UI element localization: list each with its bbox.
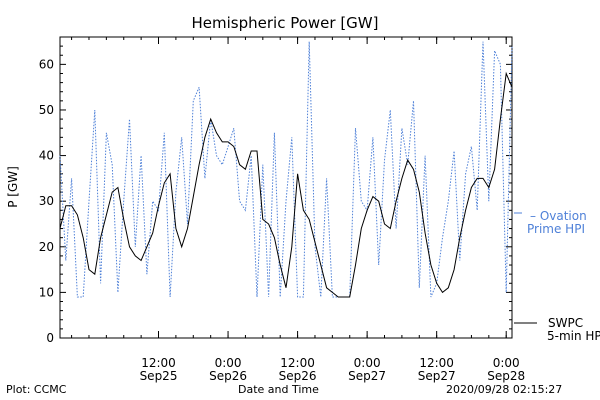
legend-ovation-label-2: Prime HPI <box>527 222 585 236</box>
legend-swpc-label-1: SWPC <box>548 316 583 330</box>
x-tick-label-time: 0:00 <box>215 356 242 370</box>
x-tick-label-date: Sep27 <box>418 369 456 383</box>
y-tick-label: 40 <box>39 149 54 163</box>
x-tick-label-date: Sep26 <box>209 369 247 383</box>
swpc-series-line <box>59 71 513 298</box>
chart-title: Hemispheric Power [GW] <box>192 14 379 32</box>
y-axis: 0 10 20 30 40 50 60 <box>39 36 512 345</box>
x-tick-label-date: Sep27 <box>348 369 386 383</box>
footer-credit: Plot: CCMC <box>6 383 67 396</box>
x-tick-label-date: Sep25 <box>140 369 178 383</box>
plot-frame <box>59 36 513 339</box>
x-axis: 12:00Sep250:00Sep2612:00Sep260:00Sep2712… <box>71 37 525 383</box>
y-tick-label: 0 <box>46 331 54 345</box>
y-tick-label: 30 <box>39 194 54 208</box>
x-tick-label-date: Sep26 <box>279 369 317 383</box>
y-tick-label: 50 <box>39 103 54 117</box>
x-tick-label-time: 0:00 <box>493 356 520 370</box>
x-tick-label-date: Sep28 <box>487 369 525 383</box>
y-tick-label: 20 <box>39 240 54 254</box>
ovation-prime-series-line <box>59 41 513 298</box>
x-tick-label-time: 12:00 <box>141 356 176 370</box>
x-axis-label: Date and Time <box>238 383 319 396</box>
x-tick-label-time: 12:00 <box>280 356 315 370</box>
x-tick-label-time: 0:00 <box>354 356 381 370</box>
y-tick-label: 10 <box>39 285 54 299</box>
y-tick-label: 60 <box>39 57 54 71</box>
legend-ovation-label-1: – Ovation <box>530 209 587 223</box>
x-tick-label-time: 12:00 <box>419 356 454 370</box>
plot-area <box>59 41 513 298</box>
y-axis-label: P [GW] <box>6 166 20 208</box>
legend-swpc-label-2: 5-min HPI <box>547 329 600 343</box>
footer-timestamp: 2020/09/28 02:15:27 <box>446 383 563 396</box>
